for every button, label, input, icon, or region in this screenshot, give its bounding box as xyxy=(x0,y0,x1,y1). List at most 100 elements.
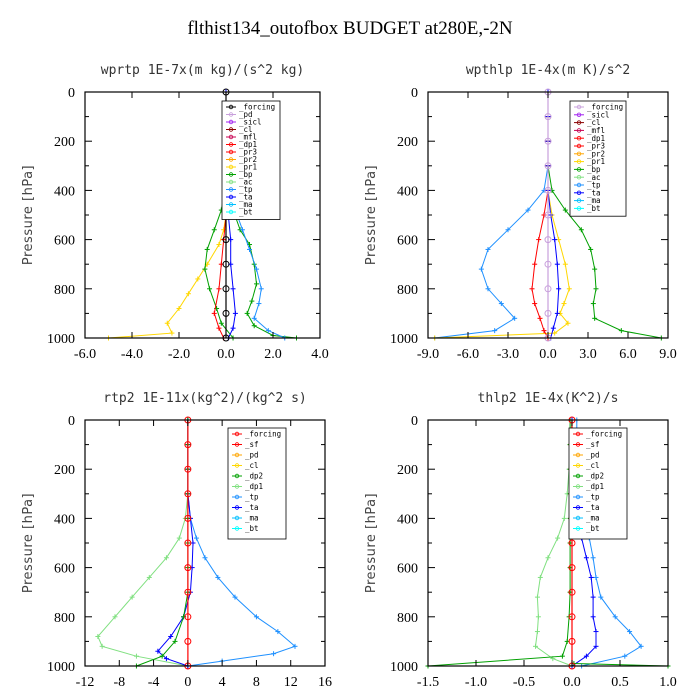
series-1 xyxy=(106,89,229,341)
x-tick-label: 0.5 xyxy=(611,675,629,690)
panel-title: wpthlp 1E-4x(m K)/s^2 xyxy=(466,63,630,78)
legend-entry: _dp1 xyxy=(586,482,604,491)
y-tick-label: 400 xyxy=(54,184,75,199)
legend-entry: _ta xyxy=(239,193,253,202)
legend-entry: _ac xyxy=(239,178,253,187)
series-6 xyxy=(544,88,552,342)
series-line xyxy=(97,420,189,667)
x-tick-label: -6.0 xyxy=(457,347,479,362)
panel-title: thlp2 1E-4x(K^2)/s xyxy=(478,391,619,406)
legend-entry: _bp xyxy=(587,165,601,174)
legend-entry: _pr1 xyxy=(239,163,257,172)
legend-marker xyxy=(228,157,234,162)
legend-entry: _pd xyxy=(586,451,600,460)
legend-entry: _bt xyxy=(587,204,601,213)
legend-entry: _dp1 xyxy=(245,482,263,491)
legend-marker xyxy=(575,515,581,521)
y-tick-label: 200 xyxy=(397,463,418,478)
legend-entry: _pr3 xyxy=(239,148,257,157)
legend-marker xyxy=(228,119,234,125)
series-point xyxy=(544,162,552,170)
series-point xyxy=(184,613,192,621)
legend-entry: _pr1 xyxy=(587,157,605,166)
legend-entry: _ma xyxy=(587,196,601,205)
plot-frame xyxy=(84,419,326,667)
x-tick-label: 4.0 xyxy=(311,347,329,362)
series-point xyxy=(184,637,192,645)
x-tick-label: 3.0 xyxy=(579,347,597,362)
series-point xyxy=(568,637,576,645)
legend-box xyxy=(569,100,627,217)
series-line xyxy=(534,419,573,667)
legend-entry: _mfl xyxy=(587,126,605,135)
legend-marker xyxy=(575,463,581,468)
y-tick-label: 0 xyxy=(411,414,418,429)
x-tick-label: 0.0 xyxy=(539,347,557,362)
legend-marker xyxy=(575,526,581,531)
panel-3: rtp2 1E-11x(kg^2)/(kg^2 s) Pressure [hPa]… xyxy=(21,391,332,690)
legend-entry: _dp1 xyxy=(239,140,257,149)
series-1 xyxy=(432,89,551,341)
series-line xyxy=(108,92,227,339)
legend-entry: _ta xyxy=(587,188,601,197)
plot-frame xyxy=(427,419,669,667)
legend-marker xyxy=(228,127,234,132)
series-point xyxy=(544,236,552,244)
y-axis-label: Pressure [hPa] xyxy=(364,493,379,593)
legend-entry: _tp xyxy=(587,181,601,190)
series-point xyxy=(544,309,552,317)
legend-entry: _sf xyxy=(245,440,259,449)
legend-marker xyxy=(228,104,234,110)
legend-entry: _cl xyxy=(587,118,601,127)
legend-entry: _tp xyxy=(245,493,259,502)
legend-entry: _pr2 xyxy=(587,149,605,158)
legend-marker xyxy=(576,120,582,125)
series-point xyxy=(222,309,230,317)
x-tick-label: 16 xyxy=(318,675,332,690)
legend-marker xyxy=(228,194,234,200)
y-tick-label: 0 xyxy=(68,86,75,101)
x-tick-label: 6.0 xyxy=(619,347,637,362)
legend-marker xyxy=(576,151,582,156)
y-tick-label: 200 xyxy=(54,135,75,150)
series-point xyxy=(222,236,230,244)
plot-frame xyxy=(84,91,321,339)
legend-entry: _forcing xyxy=(587,103,623,112)
legend-marker xyxy=(234,452,240,458)
series-line xyxy=(434,92,549,339)
y-tick-label: 1000 xyxy=(390,332,418,347)
series-line xyxy=(136,420,189,667)
y-tick-label: 1000 xyxy=(47,332,75,347)
legend-entry: _forcing xyxy=(239,103,275,112)
legend-marker xyxy=(575,431,581,437)
y-tick-label: 800 xyxy=(397,283,418,298)
y-tick-label: 600 xyxy=(397,562,418,577)
legend-marker xyxy=(228,209,234,215)
legend-marker xyxy=(576,167,582,172)
series-point xyxy=(184,490,192,498)
legend-marker xyxy=(576,190,582,195)
legend-entry: _dp2 xyxy=(586,472,604,481)
legend-entry: _bt xyxy=(245,524,259,533)
legend-marker xyxy=(234,473,240,479)
legend-marker xyxy=(228,134,234,140)
x-tick-label: 12 xyxy=(284,675,298,690)
legend-marker xyxy=(575,442,581,447)
legend-entry: _pd xyxy=(245,451,259,460)
legend-marker xyxy=(234,484,240,489)
legend-marker xyxy=(228,112,234,117)
legend-marker xyxy=(575,494,581,500)
legend-entry: _sicl xyxy=(239,118,262,127)
series-point xyxy=(544,186,552,194)
x-tick-label: -8 xyxy=(113,675,125,690)
x-tick-label: 1.0 xyxy=(659,675,677,690)
series-point xyxy=(184,465,192,473)
legend-marker xyxy=(575,452,581,458)
y-tick-label: 800 xyxy=(54,283,75,298)
legend-marker xyxy=(575,484,581,489)
legend-entry: _ta xyxy=(245,503,259,512)
y-tick-label: 1000 xyxy=(390,660,418,675)
legend-entry: _ac xyxy=(587,173,601,182)
x-tick-label: 8 xyxy=(253,675,260,690)
series-point xyxy=(184,514,192,522)
